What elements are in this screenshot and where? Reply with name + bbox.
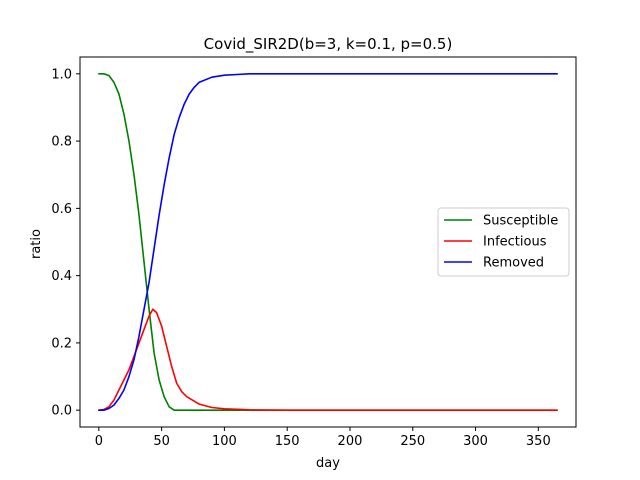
x-tick-label: 200 — [338, 434, 363, 449]
y-tick-label: 0.4 — [51, 269, 72, 284]
series-lines — [98, 73, 558, 411]
chart-title: Covid_SIR2D(b=3, k=0.1, p=0.5) — [204, 35, 453, 54]
axes: 0 50 100 150 200 250 300 350 0.0 0.2 0.4 0.6 0.8 1.0 — [51, 56, 577, 449]
x-axis-label: day — [316, 456, 340, 471]
series-line-infectious — [98, 308, 558, 411]
y-tick-label: 0.0 — [51, 404, 72, 419]
legend: Susceptible Infectious Removed — [437, 207, 570, 277]
y-axis-label: ratio — [29, 229, 44, 259]
legend-label-susceptible: Susceptible — [483, 214, 558, 229]
x-tick-label: 100 — [212, 434, 237, 449]
x-tick-label: 250 — [400, 434, 425, 449]
legend-label-infectious: Infectious — [483, 235, 547, 250]
x-tick-label: 150 — [275, 434, 300, 449]
x-tick-label: 300 — [463, 434, 488, 449]
x-tick-label: 0 — [95, 434, 103, 449]
y-tick-label: 0.8 — [51, 135, 72, 150]
x-tick-label: 50 — [153, 434, 170, 449]
x-tick-label: 350 — [526, 434, 551, 449]
legend-box — [437, 207, 570, 277]
y-tick-label: 1.0 — [51, 67, 72, 82]
legend-label-removed: Removed — [483, 256, 544, 271]
plot-frame — [79, 56, 577, 428]
y-tick-label: 0.6 — [51, 202, 72, 217]
plot-area — [98, 73, 558, 411]
y-tick-label: 0.2 — [51, 336, 72, 351]
series-line-removed — [98, 73, 558, 411]
